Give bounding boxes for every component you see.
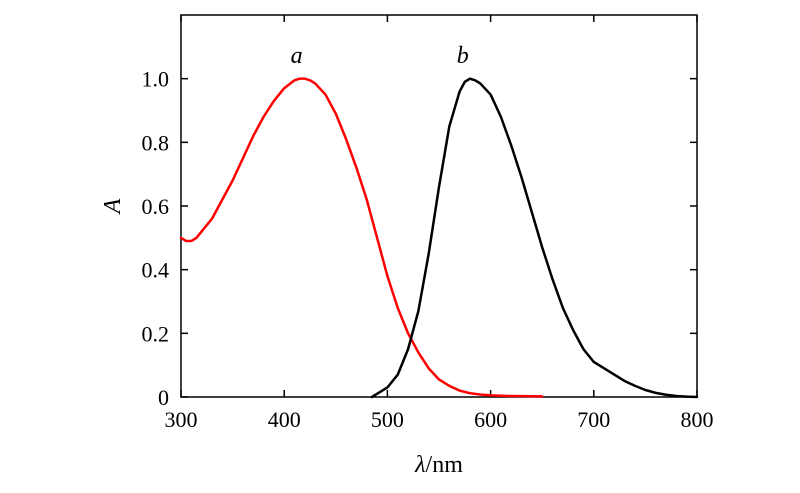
x-tick-label: 500 (371, 407, 404, 432)
series-line-b (370, 77, 699, 399)
x-tick-label: 300 (165, 407, 198, 432)
y-tick-label: 0.2 (142, 321, 170, 346)
y-tick-label: 1.0 (142, 67, 170, 92)
x-axis-title: λ/nm (414, 452, 463, 478)
x-tick-label: 800 (681, 407, 714, 432)
x-tick-label: 600 (474, 407, 507, 432)
x-axis: 300 400 500 600 700 800 (165, 15, 714, 432)
x-tick-label: 700 (577, 407, 610, 432)
series-line-a (179, 77, 544, 398)
y-axis: 0 0.2 0.4 0.6 0.8 1.0 (142, 67, 697, 410)
y-tick-label: 0.6 (142, 194, 170, 219)
series-lines (179, 77, 699, 399)
y-axis-title: A (100, 198, 126, 215)
x-axis-unit: /nm (426, 452, 464, 478)
y-tick-label: 0 (158, 385, 169, 410)
series-label-a: a (291, 43, 303, 69)
x-axis-symbol: λ (414, 452, 425, 478)
y-tick-label: 0.4 (142, 258, 170, 283)
plot-frame (180, 14, 698, 398)
series-label-b: b (457, 43, 469, 69)
y-tick-label: 0.8 (142, 130, 170, 155)
x-tick-label: 400 (268, 407, 301, 432)
